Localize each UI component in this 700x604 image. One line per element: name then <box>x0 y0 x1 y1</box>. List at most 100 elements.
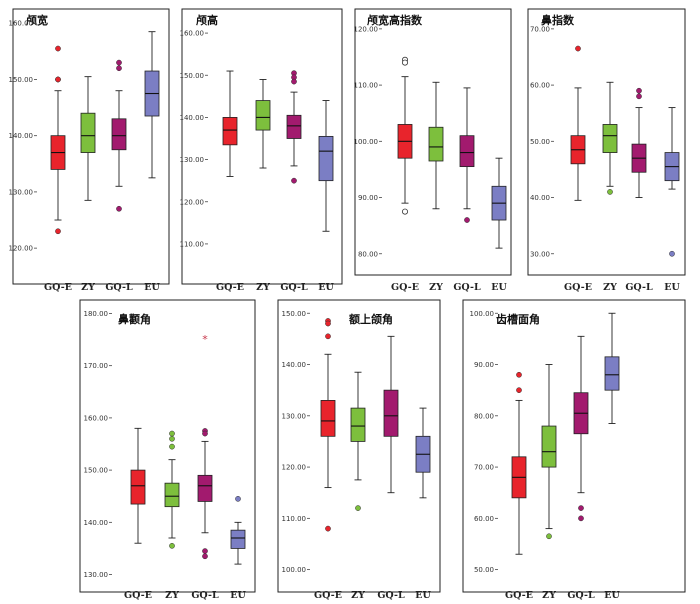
y-tick-label: 150.00 <box>84 467 109 475</box>
y-tick-label: 150.00 <box>9 76 34 84</box>
box-zy <box>602 124 618 153</box>
x-category-label: GQ-L <box>377 590 405 601</box>
outlier-point <box>516 371 522 378</box>
outlier-point <box>401 59 408 66</box>
y-tick-label: 140.00 <box>282 361 307 369</box>
outlier-point <box>636 87 642 94</box>
x-category-label: ZY <box>603 282 617 293</box>
outlier-point <box>325 320 331 327</box>
x-category-label: GQ-L <box>453 282 481 293</box>
box-gq-e <box>130 469 146 505</box>
y-tick-label: 130.00 <box>9 188 34 196</box>
x-category-label: GQ-L <box>625 282 653 293</box>
x-category-label: ZY <box>165 590 179 601</box>
x-category-label: GQ-E <box>391 282 419 293</box>
x-category-label: ZY <box>542 590 556 601</box>
outlier-point <box>578 505 584 511</box>
outlier-point <box>169 430 175 437</box>
y-tick-label: 140.00 <box>9 132 34 140</box>
y-tick-label: 40.00 <box>530 194 550 202</box>
x-category-label: EU <box>230 590 246 601</box>
box-eu <box>318 135 334 182</box>
chart-title: 鼻指数 <box>541 13 575 27</box>
chart-title: 颅高 <box>196 13 218 27</box>
y-tick-label: 70.00 <box>474 464 494 472</box>
x-category-label: ZY <box>81 282 95 293</box>
outlier-point <box>291 78 297 85</box>
outlier-point <box>55 228 61 235</box>
box-gq-e <box>320 400 336 437</box>
chart-title: 齿槽面角 <box>496 312 540 326</box>
y-tick-label: 50.00 <box>530 138 550 146</box>
outlier-point <box>169 435 175 442</box>
x-category-label: EU <box>415 590 431 601</box>
box-zy <box>80 112 96 153</box>
outlier-point <box>464 217 470 223</box>
box-eu <box>230 529 246 549</box>
box-zy <box>428 126 444 162</box>
y-tick-label: 130.00 <box>282 412 307 420</box>
y-tick-label: 130.00 <box>180 156 205 164</box>
outlier-point <box>355 505 361 511</box>
outlier-extreme: * <box>202 333 208 346</box>
y-tick-label: 180.00 <box>84 310 109 318</box>
y-tick-label: 100.00 <box>354 138 379 146</box>
y-tick-label: 90.00 <box>358 194 378 202</box>
x-category-label: GQ-L <box>105 282 133 293</box>
y-tick-label: 150.00 <box>282 310 307 318</box>
box-zy <box>541 425 557 468</box>
outlier-point <box>516 387 522 394</box>
y-tick-label: 100.00 <box>282 566 307 574</box>
box-gq-l <box>459 135 475 168</box>
outlier-point <box>169 542 175 549</box>
chart-panel: 鼻颧角 130.00 140.00 150.00 160.00 170.00 180.00 G… <box>79 299 256 601</box>
x-category-label: GQ-L <box>567 590 595 601</box>
chart-title: 颅宽高指数 <box>367 13 423 27</box>
outlier-point <box>575 45 581 52</box>
y-tick-label: 150.00 <box>180 72 205 80</box>
chart-title: 颅宽 <box>26 13 48 27</box>
outlier-point <box>55 76 61 83</box>
outlier-point <box>291 177 297 184</box>
chart-panel: 颅宽高指数 80.00 90.00 100.00 110.00 120.00 GQ-E ZY G… <box>354 8 512 293</box>
chart-frame <box>181 8 343 285</box>
x-category-label: GQ-L <box>280 282 308 293</box>
outlier-point <box>116 59 122 66</box>
box-zy <box>350 407 366 442</box>
x-category-label: GQ-E <box>505 590 533 601</box>
y-tick-label: 70.00 <box>530 25 550 33</box>
x-category-label: EU <box>491 282 507 293</box>
y-tick-label: 50.00 <box>474 566 494 574</box>
chart-frame <box>277 299 441 593</box>
x-category-label: ZY <box>429 282 443 293</box>
box-zy <box>164 482 180 508</box>
y-tick-label: 120.00 <box>282 464 307 472</box>
y-tick-label: 160.00 <box>84 414 109 422</box>
y-tick-label: 90.00 <box>474 361 494 369</box>
box-zy <box>255 100 271 131</box>
y-tick-label: 80.00 <box>474 412 494 420</box>
y-tick-label: 120.00 <box>180 198 205 206</box>
outlier-point <box>169 443 175 450</box>
x-category-label: EU <box>318 282 334 293</box>
y-tick-label: 60.00 <box>474 515 494 523</box>
outlier-point <box>325 525 331 532</box>
y-tick-label: 160.00 <box>180 30 205 38</box>
y-tick-label: 140.00 <box>84 519 109 527</box>
outlier-point <box>607 189 613 195</box>
x-category-label: EU <box>664 282 680 293</box>
x-category-label: GQ-E <box>314 590 342 601</box>
y-tick-label: 110.00 <box>180 240 205 248</box>
x-category-label: GQ-E <box>216 282 244 293</box>
outlier-point <box>202 553 208 560</box>
chart-title: 鼻颧角 <box>118 312 151 326</box>
outlier-point <box>401 208 408 215</box>
x-category-label: GQ-E <box>564 282 592 293</box>
outlier-point <box>546 533 552 540</box>
x-category-label: EU <box>144 282 160 293</box>
y-tick-label: 120.00 <box>9 245 34 253</box>
x-category-label: GQ-L <box>191 590 219 601</box>
box-gq-l <box>383 389 399 437</box>
box-gq-l <box>197 474 213 502</box>
